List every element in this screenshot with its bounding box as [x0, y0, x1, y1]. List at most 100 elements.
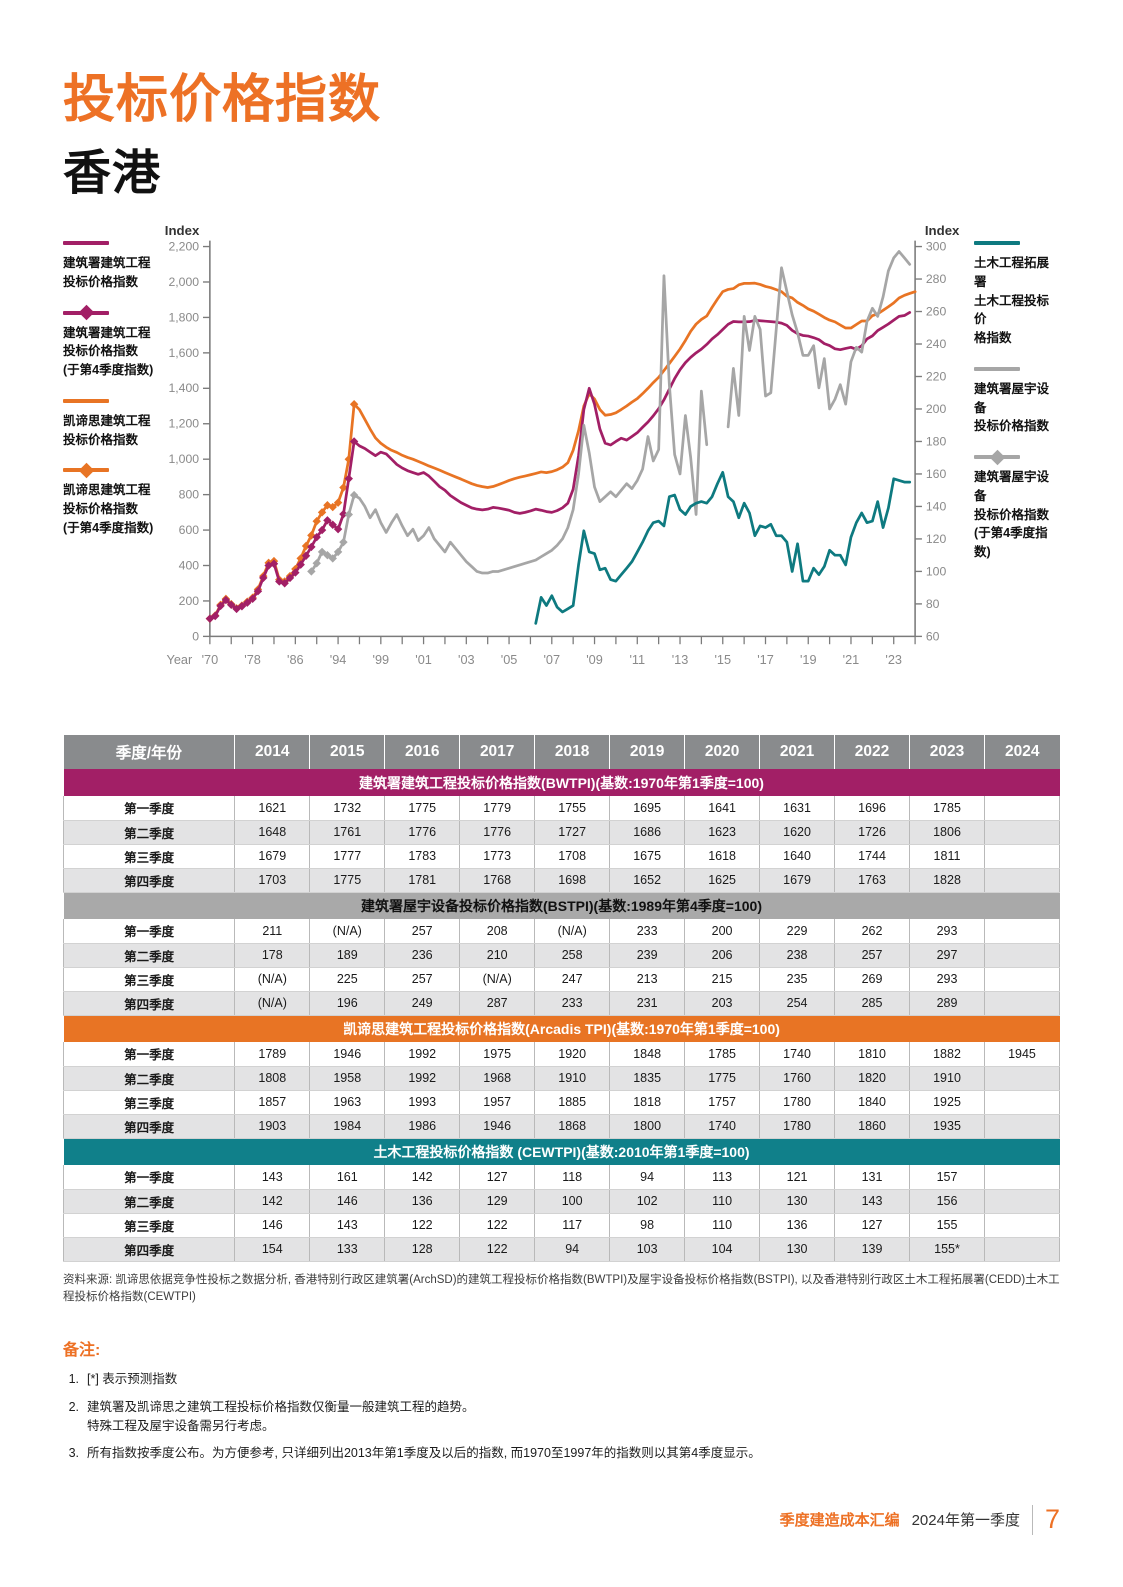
- svg-text:1,000: 1,000: [168, 452, 199, 466]
- index-value-cell: 289: [909, 991, 985, 1016]
- index-value-cell: 1675: [609, 844, 686, 869]
- index-value-cell: 1648: [234, 820, 311, 845]
- series-line-bstpi: [726, 250, 912, 429]
- index-value-cell: [983, 991, 1061, 1016]
- index-value-cell: 142: [384, 1165, 461, 1190]
- index-value-cell: 1740: [759, 1042, 836, 1067]
- index-value-cell: 154: [234, 1237, 311, 1262]
- svg-text:'99: '99: [373, 652, 390, 667]
- index-value-cell: [983, 1237, 1061, 1262]
- index-value-cell: 1623: [684, 820, 761, 845]
- index-value-cell: 1641: [684, 796, 761, 821]
- index-value-cell: 1621: [234, 796, 311, 821]
- index-value-cell: 131: [834, 1165, 911, 1190]
- diamond-marker-icon: [989, 449, 1006, 465]
- index-value-cell: [983, 1213, 1061, 1238]
- note-item: 2. 建筑署及凯谛思之建筑工程投标价格指数仅衡量一般建筑工程的趋势。 特殊工程及屋…: [63, 1398, 1060, 1436]
- svg-text:2,000: 2,000: [168, 275, 199, 289]
- index-value-cell: 1686: [609, 820, 686, 845]
- notes-section: 备注: 1. [*] 表示预测指数 2. 建筑署及凯谛思之建筑工程投标价格指数仅衡量一…: [63, 1336, 1060, 1463]
- index-value-cell: 293: [909, 919, 985, 944]
- index-value-cell: 1679: [234, 844, 311, 869]
- index-value-cell: 203: [684, 991, 761, 1016]
- series-line-arcadis_tpi: [208, 281, 917, 621]
- index-value-cell: 1779: [459, 796, 536, 821]
- index-value-cell: 1789: [234, 1042, 311, 1067]
- index-value-cell: 1783: [384, 844, 461, 869]
- svg-text:120: 120: [926, 532, 947, 546]
- legend-label: 建筑署屋宇设备 投标价格指数 (于第4季度指数): [974, 470, 1050, 560]
- index-value-cell: 1910: [909, 1066, 985, 1091]
- index-value-cell: 122: [459, 1213, 536, 1238]
- legend-item-right-1: 建筑署屋宇设备 投标价格指数: [974, 366, 1060, 436]
- svg-text:280: 280: [926, 272, 947, 286]
- index-value-cell: 1780: [759, 1114, 836, 1139]
- index-value-cell: 1992: [384, 1066, 461, 1091]
- index-value-cell: 208: [459, 919, 536, 944]
- index-value-cell: 1992: [384, 1042, 461, 1067]
- index-value-cell: 1652: [609, 868, 686, 893]
- index-value-cell: 100: [534, 1189, 611, 1214]
- year-column-header: 2015: [309, 735, 386, 770]
- quarter-data-row: 第二季度 1808 1958 1992 1968 1910 1835 1775 1760 1820…: [62, 1066, 1061, 1091]
- quarter-label: 第二季度: [62, 943, 236, 968]
- legend-label: 凯谛思建筑工程 投标价格指数 (于第4季度指数): [63, 483, 154, 535]
- index-value-cell: 139: [834, 1237, 911, 1262]
- svg-text:Index: Index: [925, 225, 960, 238]
- index-value-cell: 129: [459, 1189, 536, 1214]
- index-value-cell: 236: [384, 943, 461, 968]
- index-value-cell: 233: [534, 991, 611, 1016]
- quarter-data-row: 第一季度 1789 1946 1992 1975 1920 1848 1785 1740 1810…: [62, 1042, 1061, 1067]
- page-subtitle: 香港: [63, 147, 162, 201]
- index-value-cell: 1868: [534, 1114, 611, 1139]
- quarter-label: 第一季度: [62, 796, 236, 821]
- svg-text:160: 160: [926, 467, 947, 481]
- index-value-cell: 1763: [834, 868, 911, 893]
- quarter-label: 第四季度: [62, 1114, 236, 1139]
- line-with-diamond-swatch-icon: [63, 462, 109, 479]
- quarter-label: 第二季度: [62, 820, 236, 845]
- index-value-cell: 225: [309, 967, 386, 992]
- index-value-cell: 118: [534, 1165, 611, 1190]
- quarter-data-row: 第三季度 1679 1777 1783 1773 1708 1675 1618 1640 1744…: [62, 844, 1061, 869]
- index-section-header-row: 建筑署建筑工程投标价格指数(BWTPI)(基数:1970年第1季度=100): [63, 769, 1060, 797]
- index-value-cell: [983, 820, 1061, 845]
- table-year-header-row: 季度/年份 2014 2015 2016 2017 2018 2019 2020 2021 202…: [63, 735, 1060, 770]
- index-section-header-row: 凯谛思建筑工程投标价格指数(Arcadis TPI)(基数:1970年第1季度=…: [63, 1015, 1060, 1043]
- index-value-cell: 1696: [834, 796, 911, 821]
- index-value-cell: 1828: [909, 868, 985, 893]
- index-value-cell: 98: [609, 1213, 686, 1238]
- index-value-cell: 1848: [609, 1042, 686, 1067]
- index-value-cell: [983, 1189, 1061, 1214]
- index-value-cell: 1808: [234, 1066, 311, 1091]
- svg-text:'03: '03: [458, 652, 475, 667]
- year-column-header: 2018: [534, 735, 611, 770]
- svg-text:300: 300: [926, 239, 947, 253]
- index-value-cell: 1773: [459, 844, 536, 869]
- index-value-cell: 130: [759, 1189, 836, 1214]
- svg-text:'05: '05: [501, 652, 518, 667]
- legend-label: 建筑署屋宇设备 投标价格指数: [974, 381, 1050, 434]
- diamond-marker-icon: [78, 304, 95, 321]
- quarter-label: 第三季度: [62, 844, 236, 869]
- note-item: 1. [*] 表示预测指数: [63, 1370, 1060, 1389]
- index-value-cell: 122: [384, 1213, 461, 1238]
- note-number: 2.: [68, 1399, 79, 1414]
- svg-text:1,800: 1,800: [168, 310, 199, 324]
- index-value-cell: 235: [759, 967, 836, 992]
- quarter-label: 第二季度: [62, 1189, 236, 1214]
- index-value-cell: 233: [609, 919, 686, 944]
- index-value-cell: 1620: [759, 820, 836, 845]
- index-value-cell: 1820: [834, 1066, 911, 1091]
- legend-item-right-0: 土木工程拓展署 土木工程投标价 格指数: [974, 241, 1060, 348]
- svg-text:'17: '17: [757, 652, 774, 667]
- index-value-cell: 1903: [234, 1114, 311, 1139]
- index-value-cell: 1835: [609, 1066, 686, 1091]
- svg-text:'94: '94: [330, 652, 347, 667]
- index-value-cell: 117: [534, 1213, 611, 1238]
- index-value-cell: 1625: [684, 868, 761, 893]
- svg-text:600: 600: [179, 523, 200, 537]
- svg-text:'09: '09: [586, 652, 603, 667]
- index-value-cell: 1695: [609, 796, 686, 821]
- svg-text:140: 140: [926, 499, 947, 513]
